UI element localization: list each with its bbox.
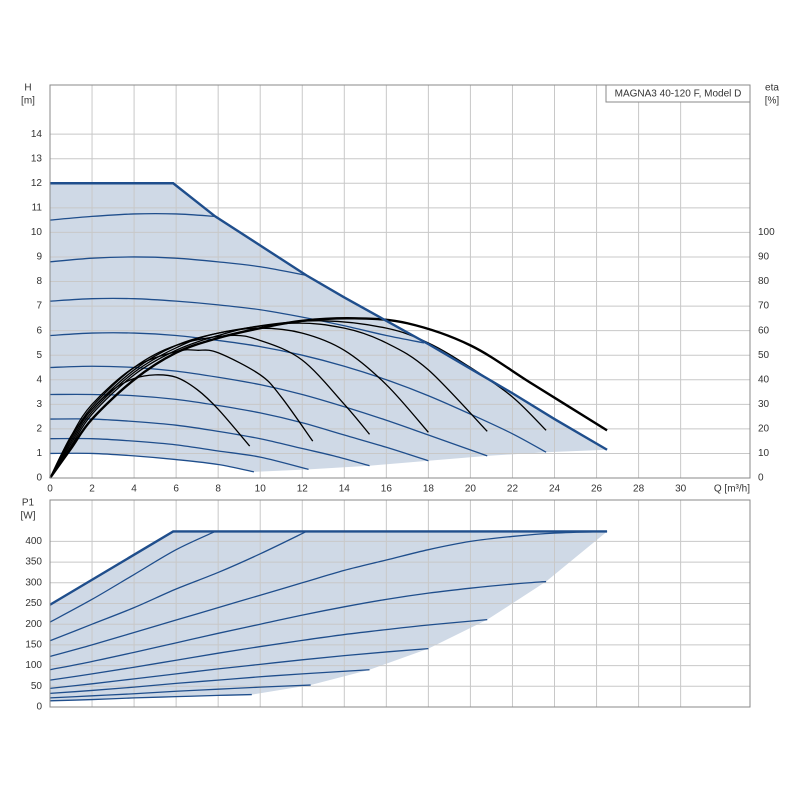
y2-axis-unit: [%] <box>765 96 780 107</box>
head-curve <box>49 212 216 221</box>
y-tick-label: 4 <box>36 374 42 385</box>
y2-tick-label: 30 <box>758 399 770 410</box>
x-tick-label: 14 <box>339 484 351 495</box>
y-tick-label: 2 <box>36 424 42 435</box>
x-tick-label: 20 <box>465 484 477 495</box>
y-tick-label: 1 <box>36 448 42 459</box>
y2-tick-label: 20 <box>758 424 770 435</box>
efficiency-curve <box>49 349 314 479</box>
head-curve <box>49 365 488 457</box>
max-curve <box>49 530 608 606</box>
y-tick-label: 6 <box>36 325 42 336</box>
y-axis-label: H <box>24 83 31 94</box>
y-axis-unit: [m] <box>21 96 35 107</box>
y2-tick-label: 80 <box>758 276 770 287</box>
y2-tick-label: 50 <box>758 350 770 361</box>
x-tick-label: 16 <box>381 484 393 495</box>
y-tick-label: 9 <box>36 252 42 263</box>
y-tick-label: 10 <box>31 227 43 238</box>
x-tick-label: 0 <box>47 484 53 495</box>
efficiency-curve <box>49 334 371 479</box>
power-curve <box>49 530 608 658</box>
y2-tick-label: 100 <box>758 227 775 238</box>
power-curve <box>49 580 547 671</box>
y2-tick-label: 40 <box>758 374 770 385</box>
power-curve <box>49 647 429 690</box>
efficiency-curve <box>49 317 608 479</box>
y-tick-label: 12 <box>31 178 43 189</box>
power-curve <box>49 684 311 699</box>
y-tick-label: 150 <box>25 640 42 651</box>
power-curve <box>49 669 370 694</box>
y-tick-label: 200 <box>25 619 42 630</box>
x-tick-label: 30 <box>675 484 687 495</box>
x-tick-label: 4 <box>131 484 137 495</box>
y-tick-label: 50 <box>31 681 43 692</box>
y-tick-label: 350 <box>25 557 42 568</box>
x-axis-label: Q [m³/h] <box>714 484 750 495</box>
efficiency-curve <box>49 322 488 479</box>
operating-area <box>50 183 608 472</box>
x-tick-label: 26 <box>591 484 603 495</box>
power-curve <box>49 530 216 623</box>
y-tick-label: 3 <box>36 399 42 410</box>
y-axis-label: P1 <box>22 498 35 509</box>
y-tick-label: 11 <box>32 202 43 213</box>
y-tick-label: 300 <box>25 577 42 588</box>
y-tick-label: 400 <box>25 536 42 547</box>
annotation: MAGNA3 40-120 F, Model D <box>615 89 742 100</box>
plot-frame <box>49 499 751 708</box>
y2-tick-label: 0 <box>758 473 764 484</box>
head-curve <box>49 437 309 471</box>
y-tick-label: 0 <box>36 702 42 713</box>
x-tick-label: 24 <box>549 484 561 495</box>
y-tick-label: 14 <box>31 129 43 140</box>
x-tick-label: 18 <box>423 484 435 495</box>
y-tick-label: 100 <box>25 660 42 671</box>
head-curve <box>49 256 307 276</box>
power-curve <box>49 693 252 702</box>
x-tick-label: 8 <box>215 484 221 495</box>
y2-tick-label: 10 <box>758 448 770 459</box>
annotation-box <box>605 84 751 103</box>
y-tick-label: 13 <box>31 153 43 164</box>
x-tick-label: 28 <box>633 484 645 495</box>
y-axis-unit: [W] <box>21 511 36 522</box>
head-curve <box>49 393 429 462</box>
head-curve <box>49 452 255 473</box>
head-curve <box>49 418 370 467</box>
plot-frame <box>49 84 751 479</box>
y-tick-label: 7 <box>36 301 42 312</box>
y-tick-label: 250 <box>25 598 42 609</box>
y-tick-label: 0 <box>36 473 42 484</box>
x-tick-label: 10 <box>255 484 267 495</box>
x-tick-label: 22 <box>507 484 519 495</box>
power-curve <box>49 530 307 642</box>
y2-tick-label: 70 <box>758 301 770 312</box>
x-tick-label: 12 <box>297 484 309 495</box>
x-tick-label: 2 <box>89 484 95 495</box>
y2-tick-label: 90 <box>758 252 770 263</box>
head-curve <box>49 332 547 453</box>
y-tick-label: 8 <box>36 276 42 287</box>
x-tick-label: 6 <box>173 484 179 495</box>
power-curve <box>49 618 488 681</box>
max-curve <box>50 182 608 451</box>
y2-tick-label: 60 <box>758 325 770 336</box>
y-tick-label: 5 <box>36 350 42 361</box>
head-curve <box>49 297 425 344</box>
y2-axis-label: eta <box>765 83 779 94</box>
